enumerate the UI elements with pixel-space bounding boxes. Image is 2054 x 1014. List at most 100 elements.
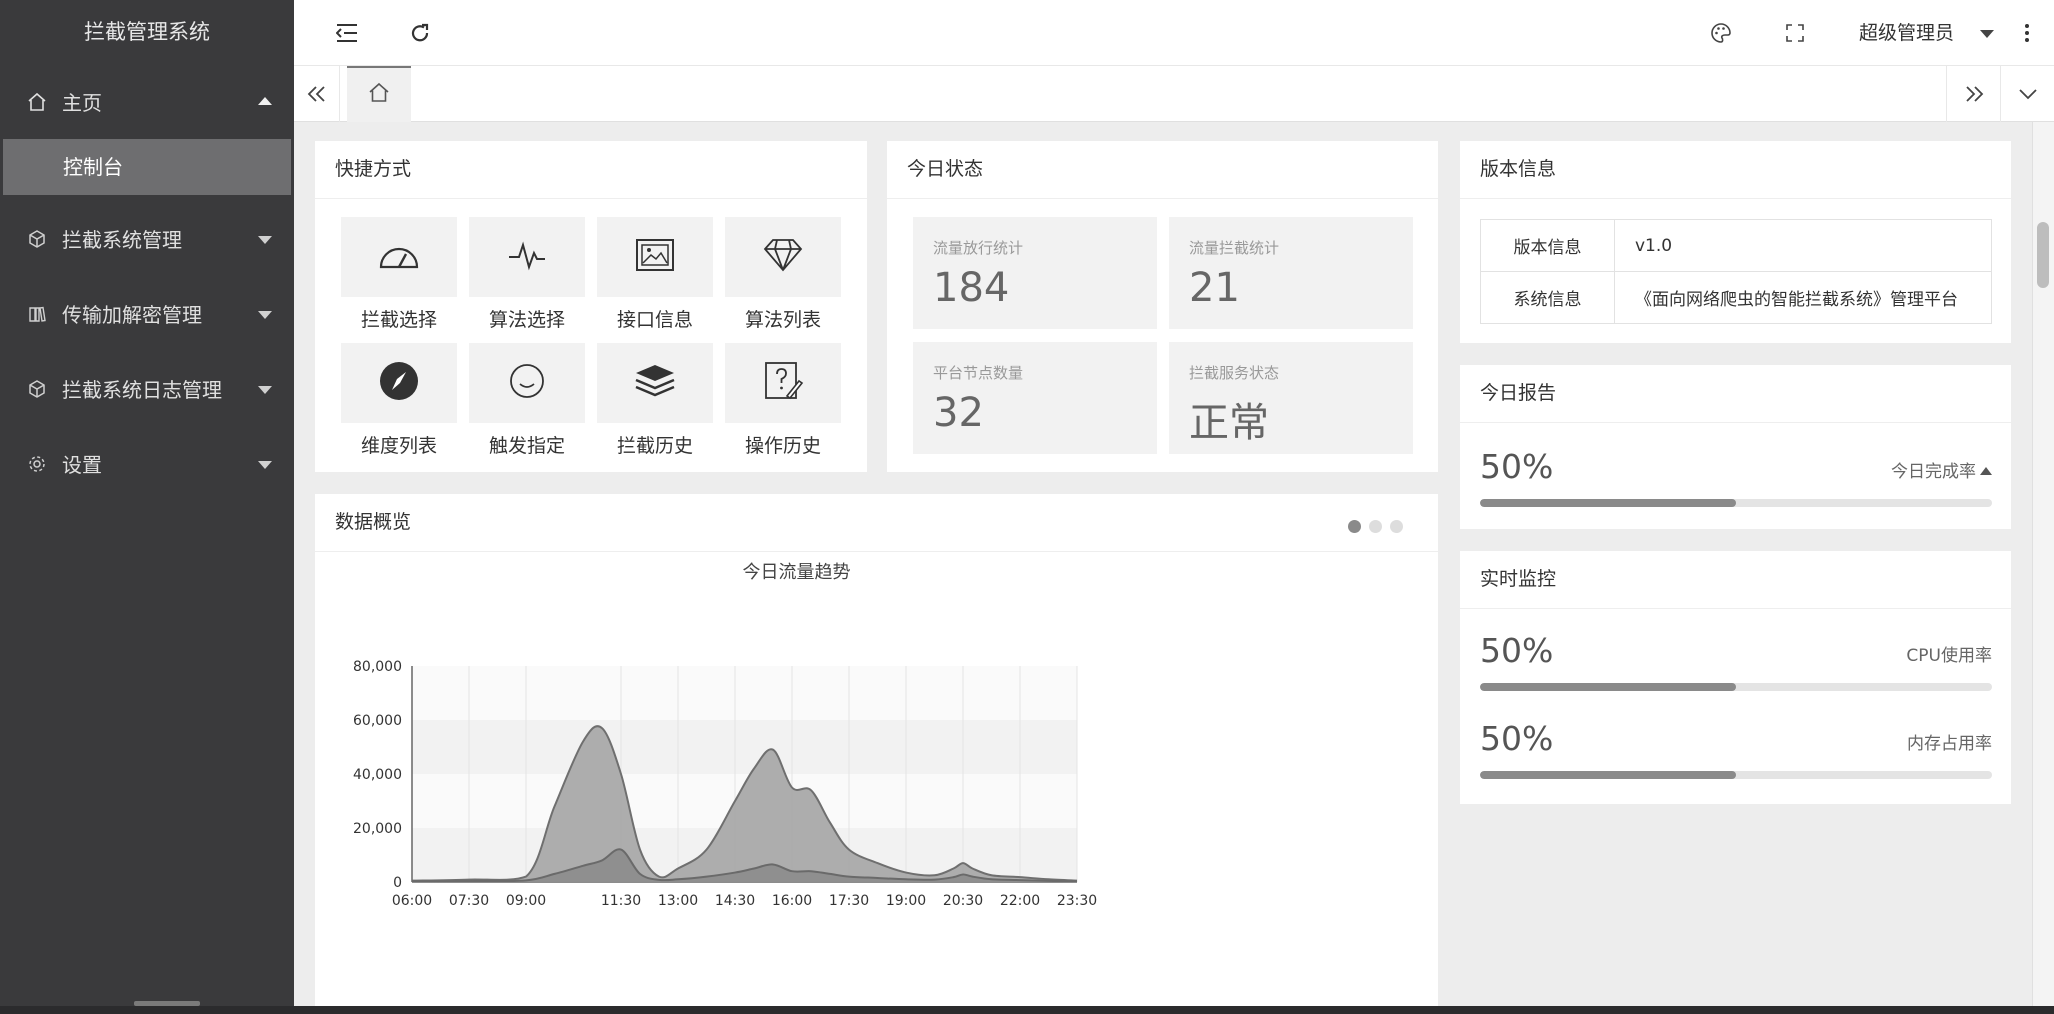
progress-percent: 50% [1480, 719, 1554, 758]
stat-value: 184 [933, 265, 1010, 311]
sidebar-item-log[interactable]: 拦截系统日志管理 [0, 351, 294, 426]
grid-band [412, 720, 1077, 774]
sidebar-item-settings[interactable]: 设置 [0, 426, 294, 501]
chart-title: 今日流量趋势 [743, 562, 851, 583]
pulse-icon [507, 237, 547, 277]
y-tick-label: 60,000 [353, 713, 402, 729]
tab-bar [294, 66, 2054, 122]
scrollbar-thumb[interactable] [2037, 222, 2049, 288]
y-tick-label: 80,000 [353, 659, 402, 675]
sidebar-item-intercept-system[interactable]: 拦截系统管理 [0, 201, 294, 276]
menu-fold-icon[interactable] [334, 20, 360, 46]
table-row: 版本信息 v1.0 [1480, 219, 1992, 272]
tab-scroll-left-icon[interactable] [294, 66, 340, 122]
quick-link-api-info[interactable]: 接口信息 [597, 217, 713, 341]
x-tick-label: 17:30 [829, 893, 869, 909]
table-row: 系统信息 《面向网络爬虫的智能拦截系统》管理平台 [1480, 271, 1992, 324]
version-key: 版本信息 [1480, 219, 1615, 272]
data-overview-card: 数据概览 今日流量趋势 0 20,000 40,000 60,000 80,000 06:0… [315, 494, 1438, 1006]
app-logo-title: 拦截管理系统 [84, 20, 210, 44]
sidebar-item-encryption[interactable]: 传输加解密管理 [0, 276, 294, 351]
stat-value: 21 [1189, 265, 1240, 311]
version-table: 版本信息 v1.0 系统信息 《面向网络爬虫的智能拦截系统》管理平台 [1480, 219, 1992, 324]
help-edit-icon [762, 360, 804, 406]
sidebar-item-home[interactable]: 主页 [0, 64, 294, 139]
stat-node-count: 平台节点数量 32 [913, 342, 1157, 454]
layers-icon [634, 362, 676, 404]
sidebar-item-label: 设置 [62, 453, 102, 477]
progress-track [1480, 499, 1992, 507]
chevron-down-icon [258, 385, 272, 394]
cube-icon [26, 378, 48, 400]
quick-link-label: 触发指定 [488, 435, 565, 457]
sidebar-subitem-console[interactable]: 控制台 [3, 139, 291, 195]
card-title: 数据概览 [315, 494, 1438, 552]
home-icon [368, 82, 390, 108]
series-line-2 [411, 848, 1078, 883]
chevron-up-icon [258, 96, 272, 105]
quick-link-label: 接口信息 [616, 309, 693, 331]
quick-link-algorithm-list[interactable]: 算法列表 [725, 217, 841, 341]
progress-fill [1480, 683, 1736, 691]
progress-label: 内存占用率 [1907, 734, 1992, 754]
sidebar-scrollbar[interactable] [134, 1001, 200, 1006]
quick-link-intercept-history[interactable]: 拦截历史 [597, 343, 713, 467]
progress-percent: 50% [1480, 631, 1554, 670]
sidebar-item-label: 拦截系统日志管理 [62, 378, 222, 402]
progress-label: 今日完成率 [1891, 457, 1992, 482]
carousel-dot-2[interactable] [1369, 520, 1382, 533]
quick-link-intercept-select[interactable]: 拦截选择 [341, 217, 457, 341]
quick-link-dimension-list[interactable]: 维度列表 [341, 343, 457, 467]
x-tick-label: 09:00 [506, 893, 546, 909]
grid-band [412, 666, 1077, 720]
cpu-progress: 50% CPU使用率 [1480, 631, 1992, 711]
series-line-1 [411, 725, 1078, 882]
sidebar-item-label: 主页 [62, 91, 102, 115]
page-scrollbar[interactable] [2032, 122, 2054, 1006]
card-title: 今日报告 [1460, 365, 2011, 423]
carousel-dot-1[interactable] [1348, 520, 1361, 533]
series-area-1 [412, 726, 1077, 882]
compass-icon [378, 360, 420, 406]
main-content: 快捷方式 拦截选择 算法选择 接口信息 算法列表 [294, 122, 2032, 1006]
progress-fill [1480, 499, 1736, 507]
quick-link-label: 算法选择 [488, 309, 565, 331]
report-progress: 50% 今日完成率 [1480, 447, 1992, 527]
memory-progress: 50% 内存占用率 [1480, 719, 1992, 799]
tab-home[interactable] [347, 66, 411, 122]
card-title: 实时监控 [1460, 551, 2011, 609]
tab-scroll-right-icon[interactable] [1946, 66, 2000, 122]
version-key: 系统信息 [1480, 271, 1615, 324]
palette-icon[interactable] [1708, 20, 1734, 46]
quick-link-operation-history[interactable]: 操作历史 [725, 343, 841, 467]
refresh-icon[interactable] [407, 20, 433, 46]
version-card: 版本信息 版本信息 v1.0 系统信息 《面向网络爬虫的智能拦截系统》管理平台 [1460, 141, 2011, 343]
fullscreen-icon[interactable] [1782, 20, 1808, 46]
stat-value: 正常 [1189, 400, 1269, 446]
more-vertical-icon[interactable] [2014, 20, 2040, 46]
card-title: 今日状态 [887, 141, 1438, 199]
progress-label: CPU使用率 [1906, 646, 1992, 666]
quick-link-algorithm-select[interactable]: 算法选择 [469, 217, 585, 341]
x-tick-label: 07:30 [449, 893, 489, 909]
series-area-2 [412, 849, 1077, 882]
user-dropdown-icon[interactable] [1980, 30, 1994, 38]
quick-link-label: 拦截选择 [360, 309, 437, 331]
y-tick-label: 40,000 [353, 767, 402, 783]
quick-link-trigger[interactable]: 触发指定 [469, 343, 585, 467]
carousel-dot-3[interactable] [1390, 520, 1403, 533]
quick-links-card: 快捷方式 拦截选择 算法选择 接口信息 算法列表 [315, 141, 867, 472]
top-header: 超级管理员 [294, 0, 2054, 66]
tab-menu-dropdown-icon[interactable] [2000, 66, 2054, 122]
stat-intercept-count: 流量拦截统计 21 [1169, 217, 1413, 329]
x-tick-label: 06:00 [392, 893, 432, 909]
x-tick-label: 16:00 [772, 893, 812, 909]
card-title: 版本信息 [1460, 141, 2011, 199]
stat-pass-count: 流量放行统计 184 [913, 217, 1157, 329]
user-menu[interactable]: 超级管理员 [1859, 22, 1955, 44]
today-status-card: 今日状态 流量放行统计 184 流量拦截统计 21 平台节点数量 32 拦截服务… [887, 141, 1438, 472]
progress-label-text: 今日完成率 [1891, 462, 1976, 482]
progress-fill [1480, 771, 1736, 779]
stat-label: 拦截服务状态 [1189, 364, 1280, 382]
